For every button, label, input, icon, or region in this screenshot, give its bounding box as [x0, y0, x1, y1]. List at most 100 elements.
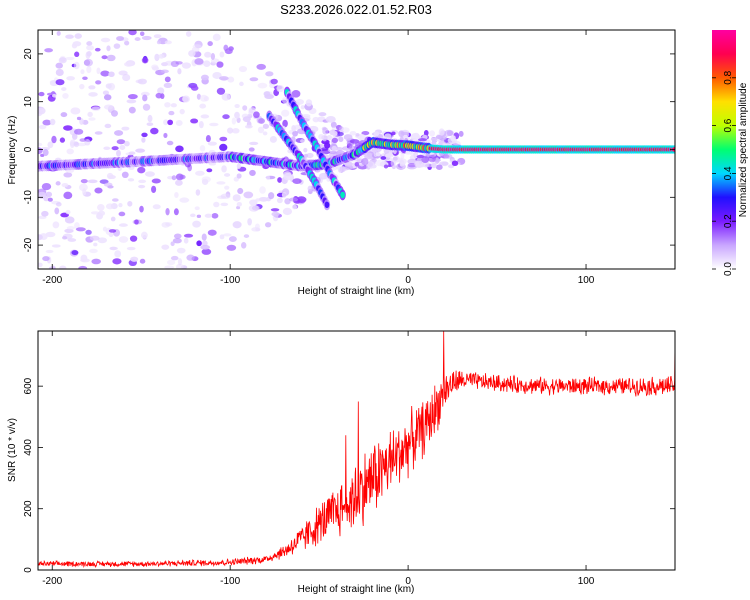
spectrogram-noise-blob: [103, 104, 114, 110]
spectrogram-noise-blob: [219, 76, 229, 81]
spectrogram-noise-blob: [391, 131, 396, 136]
spectrogram-noise-blob: [138, 179, 147, 184]
spectrogram-noise-blob: [164, 102, 171, 108]
spectrogram-noise-blob: [201, 248, 212, 255]
spectrogram-noise-blob: [79, 138, 87, 142]
spectrogram-noise-blob: [161, 62, 168, 67]
spectrogram-noise-blob: [331, 137, 339, 144]
spectrogram-noise-blob: [137, 78, 147, 85]
spectrogram-noise-blob: [258, 196, 269, 202]
spectrogram-noise-blob: [176, 247, 186, 254]
spectrogram-noise-blob: [174, 191, 179, 198]
spectrogram-noise-blob: [431, 162, 437, 169]
spectrogram-noise-blob: [55, 68, 64, 77]
spectrogram-noise-blob: [224, 48, 233, 55]
spectrogram-noise-blob: [390, 159, 396, 167]
spectrogram-noise-blob: [232, 221, 242, 229]
spectrogram-noise-blob: [60, 112, 68, 118]
spectrogram-noise-blob: [54, 207, 60, 215]
spectrogram-noise-blob: [171, 175, 177, 181]
spectrogram-noise-blob: [74, 51, 80, 58]
spectrogram-noise-blob: [164, 40, 172, 45]
spectrogram-noise-blob: [135, 148, 146, 153]
spectrogram-noise-blob: [62, 235, 68, 240]
spectrogram-xtick-label: 0: [405, 275, 411, 286]
spectrogram-noise-blob: [170, 103, 177, 108]
spectrogram-noise-blob: [42, 256, 50, 262]
spectrogram-noise-blob: [277, 177, 283, 183]
spectrogram-noise-blob: [220, 202, 229, 207]
snr-ytick-label: 0: [23, 567, 34, 573]
spectrogram-noise-blob: [130, 256, 139, 262]
spectrogram-noise-blob: [258, 118, 265, 124]
spectrogram-noise-blob: [373, 151, 379, 158]
spectrogram-noise-blob: [38, 107, 46, 115]
spectrogram-noise-blob: [45, 231, 56, 238]
snr-ticks: -200 -100 0 100 0 200 400 600: [23, 331, 675, 587]
spectrogram-noise-blob: [153, 34, 162, 39]
spectrogram-noise-blob: [126, 246, 136, 251]
spectrogram-noise-blob: [320, 147, 329, 151]
spectrogram-noise-blob: [49, 118, 56, 126]
spectrogram-noise-blob: [118, 211, 126, 217]
spectrogram-xtick-label: 100: [578, 275, 595, 286]
spectrogram-noise-blob: [73, 141, 80, 148]
spectrogram-noise-blob: [224, 185, 230, 190]
spectrogram-noise-blob: [242, 105, 248, 111]
snr-frame: [37, 330, 676, 571]
spectrogram-noise-blob: [62, 93, 69, 99]
spectrogram-noise-blob: [303, 147, 308, 153]
spectrogram-noise-blob: [80, 179, 88, 184]
spectrogram-noise-blob: [236, 201, 242, 207]
spectrogram-noise-blob: [86, 41, 93, 46]
spectrogram-noise-blob: [43, 196, 50, 202]
spectrogram-ridge-point: [324, 201, 330, 209]
spectrogram-noise-blob: [128, 151, 136, 155]
spectrogram-noise-blob: [282, 207, 293, 216]
spectrogram-noise-blob: [265, 71, 274, 77]
spectrogram-noise-blob: [164, 265, 175, 269]
spectrogram-noise-blob: [373, 131, 380, 137]
spectrogram-noise-blob: [196, 93, 201, 100]
spectrogram-noise-blob: [190, 85, 199, 91]
spectrogram-noise-blob: [139, 205, 144, 213]
spectrogram-noise-blob: [204, 213, 213, 218]
spectrogram-noise-blob: [207, 141, 217, 146]
spectrogram-noise-blob: [344, 161, 353, 167]
spectrogram-noise-blob: [266, 175, 271, 181]
spectrogram-noise-blob: [116, 36, 125, 42]
spectrogram-noise-blob: [435, 164, 443, 170]
spectrogram-noise-blob: [198, 121, 204, 129]
spectrogram-noise-blob: [129, 235, 138, 242]
spectrogram-noise-blob: [312, 116, 320, 123]
spectrogram-noise-blob: [264, 94, 275, 100]
spectrogram-noise-blob: [331, 145, 338, 151]
spectrogram-noise-blob: [227, 127, 234, 134]
spectrogram-noise-blob: [47, 141, 54, 149]
spectrogram-noise-blob: [175, 263, 184, 269]
spectrogram-noise-blob: [84, 58, 93, 67]
spectrogram-noise-blob: [364, 152, 374, 160]
spectrogram-noise-blob: [423, 129, 429, 136]
spectrogram-ytick-label: -10: [23, 190, 34, 205]
spectrogram-noise-blob: [63, 172, 73, 178]
spectrogram-noise-blob: [195, 170, 205, 176]
spectrogram-noise-blob: [42, 149, 49, 157]
spectrogram-noise-blob: [343, 134, 353, 141]
spectrogram-noise-blob: [156, 40, 162, 45]
spectrogram-noise-blob: [209, 122, 219, 127]
spectrogram-ylabel: Frequency (Hz): [7, 116, 18, 185]
chart-title: S233.2026.022.01.52.R03: [280, 2, 432, 17]
spectrogram-noise-blob: [102, 90, 110, 96]
spectrogram-noise-blob: [134, 37, 141, 41]
spectrogram-noise-blob: [205, 135, 211, 143]
spectrogram-noise-blob: [88, 92, 98, 97]
spectrogram-noise-blob: [243, 191, 254, 199]
spectrogram-noise-blob: [97, 237, 108, 244]
spectrogram-noise-blob: [118, 70, 128, 76]
spectrogram-noise-blob: [349, 139, 360, 144]
spectrogram-noise-blob: [257, 82, 268, 89]
spectrogram-noise-blob: [243, 234, 250, 238]
spectrogram-noise-blob: [75, 227, 86, 232]
spectrogram-noise-blob: [161, 244, 170, 250]
